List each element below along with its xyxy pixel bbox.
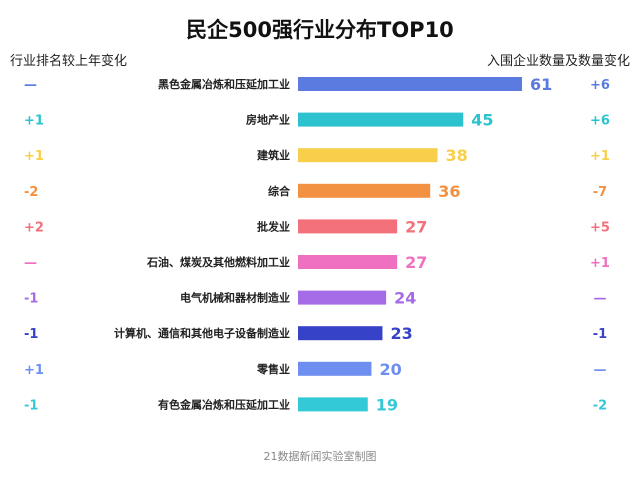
- bar: [298, 219, 398, 234]
- bar: [298, 77, 522, 91]
- rank-change: -2: [24, 185, 38, 200]
- bar: [298, 361, 372, 376]
- value-label: 24: [394, 289, 416, 308]
- bar: [298, 148, 438, 163]
- value-label: 27: [405, 217, 427, 236]
- count-change: -7: [593, 185, 607, 200]
- rank-change: —: [24, 78, 37, 93]
- category-label: 电气机械和器材制造业: [180, 291, 290, 305]
- chart-title: 民企500强行业分布TOP10: [186, 18, 454, 42]
- count-change: -1: [593, 327, 607, 342]
- count-change-header: 入围企业数量及数量变化: [486, 54, 630, 69]
- value-label: 27: [405, 253, 427, 272]
- value-label: 20: [379, 360, 401, 379]
- rank-change: -1: [24, 327, 38, 342]
- value-label: 45: [471, 111, 493, 130]
- count-change: —: [594, 292, 607, 307]
- bar: [298, 255, 398, 269]
- rank-change: +1: [24, 114, 44, 129]
- count-change: +1: [590, 256, 610, 271]
- count-change: -2: [593, 398, 607, 413]
- rank-change: +2: [24, 220, 44, 235]
- category-label: 石油、煤炭及其他燃料加工业: [146, 255, 290, 269]
- bar: [298, 112, 464, 127]
- category-label: 房地产业: [246, 113, 290, 127]
- category-label: 批发业: [257, 219, 290, 233]
- value-label: 38: [446, 146, 468, 165]
- value-label: 19: [376, 395, 398, 414]
- category-label: 计算机、通信和其他电子设备制造业: [114, 326, 290, 340]
- count-change: +5: [590, 220, 610, 235]
- value-label: 61: [530, 75, 552, 94]
- rank-change: -1: [24, 292, 38, 307]
- count-change: +6: [590, 78, 610, 93]
- category-label: 零售业: [256, 362, 290, 376]
- count-change: +1: [590, 149, 610, 164]
- category-label: 黑色金属冶炼和压延加工业: [158, 77, 290, 91]
- bar: [298, 326, 383, 341]
- bar: [298, 290, 387, 305]
- count-change: +6: [590, 114, 610, 129]
- rank-change: +1: [24, 149, 44, 164]
- value-label: 36: [438, 182, 460, 201]
- value-label: 23: [390, 324, 412, 343]
- bar: [298, 183, 431, 198]
- rank-change: +1: [24, 363, 44, 378]
- bar: [298, 397, 368, 412]
- category-label: 综合: [268, 184, 291, 198]
- rank-change: -1: [24, 398, 38, 413]
- source-note: 21数据新闻实验室制图: [263, 450, 377, 463]
- rank-change: —: [24, 256, 37, 271]
- category-label: 建筑业: [257, 148, 290, 162]
- rank-change-header: 行业排名较上年变化: [10, 54, 128, 69]
- category-label: 有色金属冶炼和压延加工业: [158, 397, 290, 411]
- count-change: —: [594, 363, 607, 378]
